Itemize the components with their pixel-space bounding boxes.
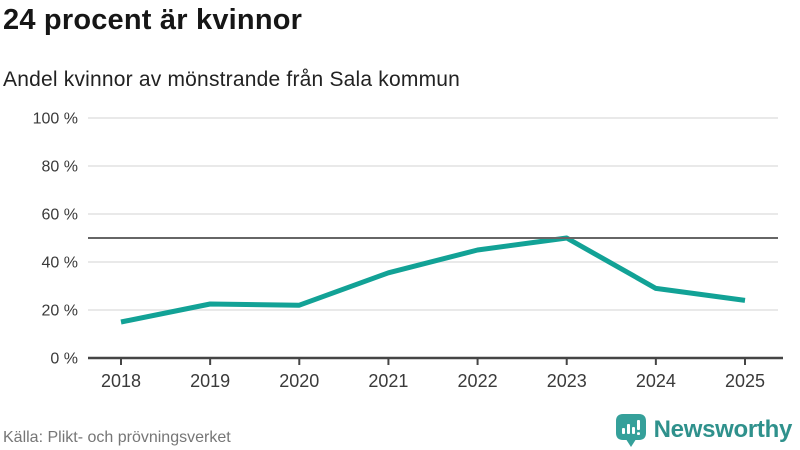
x-tick-label: 2024 xyxy=(636,371,676,391)
x-tick-label: 2019 xyxy=(190,371,230,391)
newsworthy-logo-icon xyxy=(615,413,646,447)
x-tick-label: 2020 xyxy=(279,371,319,391)
newsworthy-wordmark: Newsworthy xyxy=(653,416,793,443)
y-tick-label: 20 % xyxy=(42,303,78,320)
newsworthy-brand: Newsworthy xyxy=(615,413,793,447)
source-attribution: Källa: Plikt- och prövningsverket xyxy=(3,429,231,446)
data-line-Andel kvinnor av mönstrande xyxy=(120,235,746,325)
y-tick-label: 0 % xyxy=(50,351,78,368)
x-tick-label: 2022 xyxy=(458,371,498,391)
x-tick-label: 2023 xyxy=(547,371,587,391)
chart-title: 24 procent är kvinnor xyxy=(3,4,303,36)
chart-subtitle: Andel kvinnor av mönstrande från Sala ko… xyxy=(3,68,461,91)
x-tick-label: 2021 xyxy=(368,371,408,391)
y-tick-label: 60 % xyxy=(42,207,78,224)
y-tick-label: 80 % xyxy=(42,159,78,176)
y-tick-label: 100 % xyxy=(33,111,78,128)
line-chart: 0 % 20 % 40 % 60 % 80 % 100 % 2018 2019 2020 2021… xyxy=(33,111,783,391)
x-tick-label: 2018 xyxy=(101,371,141,391)
bar-chart-glyph xyxy=(621,419,640,435)
x-tick-label: 2025 xyxy=(725,371,765,391)
y-tick-label: 40 % xyxy=(42,255,78,272)
